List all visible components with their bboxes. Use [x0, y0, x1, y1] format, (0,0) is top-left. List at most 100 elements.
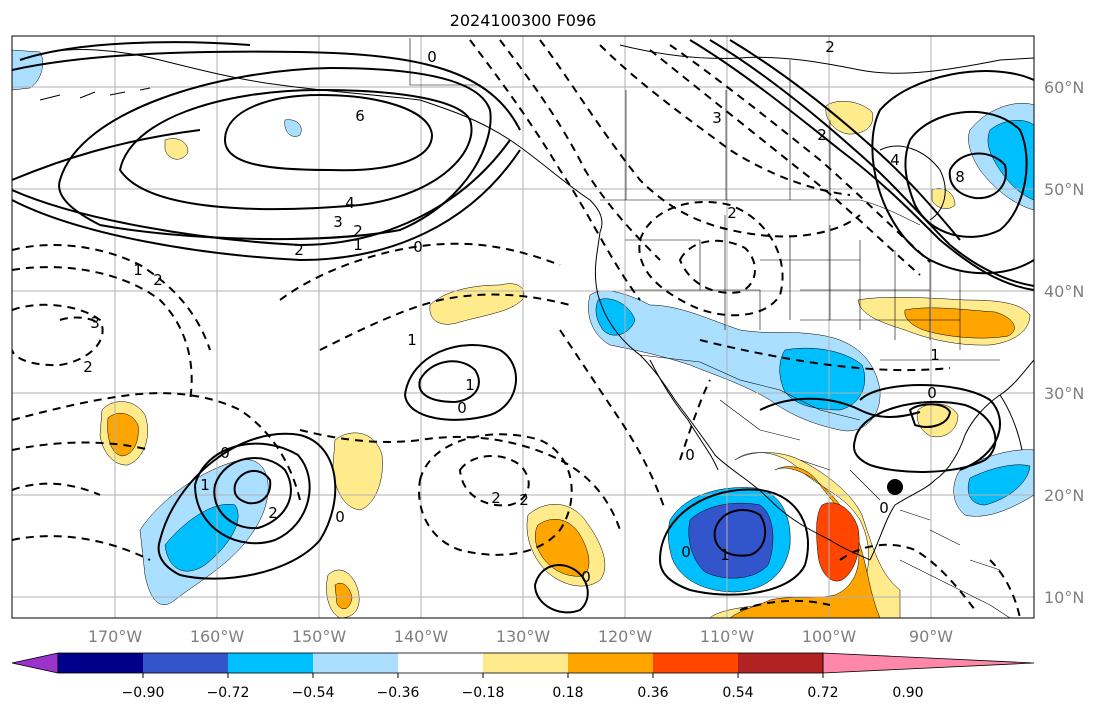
- shade-negative-region: [688, 502, 774, 579]
- shade-positive-region: [816, 502, 860, 582]
- contour-negative: [319, 293, 571, 351]
- colorbar-tick-label: 0.72: [807, 685, 838, 701]
- colorbar-tick-label: −0.18: [462, 685, 505, 701]
- contour-negative: [12, 441, 151, 561]
- contour-label: 0: [927, 384, 937, 402]
- colorbar-tick-label: −0.54: [292, 685, 335, 701]
- shade-negative-region: [12, 49, 43, 91]
- contour-negative: [699, 339, 951, 372]
- shade-positive-region: [332, 432, 383, 511]
- contour-label: 2: [817, 126, 827, 144]
- colorbar-tick-label: 0.18: [552, 685, 583, 701]
- contour-negative: [989, 559, 1021, 618]
- contour-positive: [12, 41, 521, 131]
- contour-negative: [739, 599, 831, 611]
- contour-negative: [669, 44, 931, 263]
- lat-label: 60°N: [1044, 78, 1084, 97]
- contour-positive: [948, 152, 1007, 200]
- contour-label: 0: [685, 446, 695, 464]
- lon-label: 90°W: [909, 627, 953, 646]
- us-canada-border: [600, 199, 921, 226]
- shade-negative-region: [284, 119, 302, 137]
- contour-positive: [658, 488, 809, 596]
- contour-positive: [403, 344, 517, 421]
- gulf-of-mexico-coast: [869, 359, 1034, 561]
- contour-label: 1: [353, 236, 363, 254]
- contour-negative: [499, 39, 661, 261]
- hudson-bay: [879, 145, 946, 221]
- contour-label: 1: [720, 546, 730, 564]
- contour-label: 2: [353, 222, 363, 240]
- contour-label: 1: [133, 261, 143, 279]
- coastlines: [39, 44, 1034, 561]
- colorbar-tick-label: −0.72: [207, 685, 250, 701]
- contour-label: 0: [457, 399, 467, 417]
- alaska-coast: [39, 49, 603, 233]
- contour-label: 1: [200, 476, 210, 494]
- contour-negative: [279, 242, 561, 301]
- contour-positive: [859, 384, 1001, 471]
- colorbar-tick-label: −0.90: [122, 685, 165, 701]
- contour-positive: [223, 93, 434, 172]
- colorbar-tick-label: 0.90: [892, 685, 923, 701]
- contour-positive: [908, 403, 952, 428]
- map-area: 0 2 6 4 3 2 1 2 3 2 4 8 0 2 1 2 3 2 1 1 …: [12, 36, 1034, 618]
- storm-center-marker: [887, 479, 903, 495]
- contour-negative: [679, 379, 711, 461]
- colorbar-segment: [738, 653, 823, 673]
- contour-label: 3: [90, 314, 100, 332]
- contour-label: 2: [294, 241, 304, 259]
- colorbar-segment: [228, 653, 313, 673]
- colorbar: [11, 652, 1035, 678]
- contour-label: 1: [407, 331, 417, 349]
- contour-label: 0: [581, 568, 591, 586]
- lon-label: 160°W: [190, 627, 245, 646]
- contour-positive: [58, 66, 492, 241]
- longitude-labels: 170°W 160°W 150°W 140°W 130°W 120°W 110°…: [88, 627, 953, 646]
- contour-label: 2: [153, 271, 163, 289]
- contour-positive: [118, 88, 473, 211]
- colorbar-tick-labels: −0.90 −0.72 −0.54 −0.36 −0.18 0.18 0.36 …: [122, 685, 924, 701]
- contour-negative: [59, 316, 101, 326]
- contour-label: 2: [727, 204, 737, 222]
- canada-provinces: [625, 60, 831, 200]
- contour-label: 4: [890, 151, 900, 169]
- contour-label: 2: [825, 38, 835, 56]
- lat-label: 40°N: [1044, 282, 1084, 301]
- contour-negative: [839, 543, 976, 611]
- lon-label: 140°W: [394, 627, 449, 646]
- contour-label: 0: [681, 543, 691, 561]
- shade-negative-region: [164, 503, 239, 572]
- colorbar-tick-label: −0.36: [377, 685, 420, 701]
- contour-label: 2: [491, 489, 501, 507]
- map-title: 2024100300 F096: [450, 11, 597, 30]
- contour-positive: [759, 397, 921, 418]
- contour-label: 3: [712, 109, 722, 127]
- graticule: [12, 36, 1034, 618]
- aleutian-islands: [39, 87, 151, 101]
- alaska-border: [409, 38, 480, 86]
- contour-negative: [458, 454, 530, 507]
- latitude-labels: 60°N 50°N 40°N 30°N 20°N 10°N: [1044, 78, 1084, 607]
- contour-positive: [689, 39, 1034, 291]
- colorbar-segment: [653, 653, 738, 673]
- shade-positive-region: [334, 582, 353, 610]
- map-frame: [11, 35, 1035, 619]
- colorbar-segment: [313, 653, 398, 673]
- contour-label: 0: [335, 508, 345, 526]
- contour-negative: [539, 39, 861, 238]
- lon-label: 150°W: [292, 627, 347, 646]
- contour-label: 0: [879, 499, 889, 517]
- central-america: [899, 559, 1011, 618]
- baja-california: [649, 359, 719, 471]
- contour-label: 0: [413, 238, 423, 256]
- contour-label: 0: [220, 444, 230, 462]
- contour-label: 2: [519, 491, 529, 509]
- us-states: [625, 215, 1000, 361]
- contour-negative: [12, 266, 193, 401]
- contour-negative: [649, 49, 921, 276]
- contour-negative: [559, 329, 666, 511]
- lon-label: 110°W: [700, 627, 755, 646]
- contour-positive: [533, 564, 589, 614]
- contour-negative: [418, 433, 573, 556]
